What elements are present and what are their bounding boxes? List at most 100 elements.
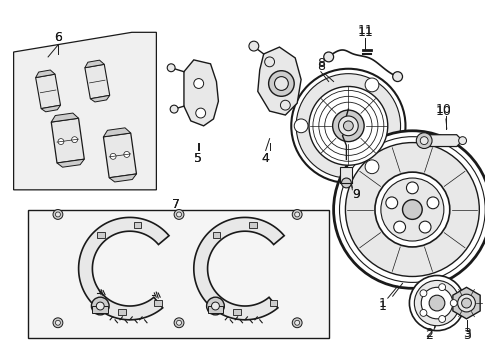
Circle shape [291, 69, 405, 183]
Circle shape [438, 316, 445, 323]
Polygon shape [14, 32, 156, 190]
Circle shape [385, 197, 397, 209]
Circle shape [167, 64, 175, 72]
Polygon shape [85, 60, 104, 68]
Circle shape [380, 178, 443, 241]
Circle shape [333, 131, 488, 288]
Circle shape [323, 52, 333, 62]
Polygon shape [51, 113, 79, 122]
Circle shape [294, 212, 299, 217]
Bar [233, 309, 241, 315]
Circle shape [53, 318, 63, 328]
Circle shape [176, 212, 181, 217]
Circle shape [402, 200, 421, 219]
Circle shape [392, 72, 402, 82]
Circle shape [428, 295, 444, 311]
Polygon shape [183, 60, 218, 126]
Text: 4: 4 [261, 152, 269, 165]
Text: 3: 3 [462, 329, 469, 342]
Circle shape [296, 74, 400, 178]
Circle shape [170, 105, 178, 113]
Circle shape [195, 108, 205, 118]
Circle shape [406, 182, 417, 194]
Circle shape [374, 172, 449, 247]
Polygon shape [103, 133, 136, 178]
Polygon shape [103, 128, 130, 137]
Circle shape [420, 287, 452, 319]
Circle shape [419, 137, 427, 145]
Circle shape [268, 71, 294, 96]
Circle shape [96, 302, 104, 310]
Text: 2: 2 [424, 327, 432, 340]
Polygon shape [51, 118, 84, 163]
Bar [97, 232, 105, 238]
Circle shape [292, 210, 302, 219]
Circle shape [58, 139, 64, 144]
Polygon shape [36, 70, 55, 78]
Text: 7: 7 [172, 198, 180, 211]
Circle shape [292, 318, 302, 328]
Circle shape [338, 116, 358, 136]
Bar [92, 306, 108, 313]
Polygon shape [257, 47, 301, 115]
Circle shape [193, 78, 203, 89]
Text: 11: 11 [357, 26, 372, 39]
Bar [118, 309, 126, 315]
Bar [28, 210, 328, 338]
Circle shape [174, 210, 183, 219]
Circle shape [294, 119, 307, 133]
Bar [133, 222, 141, 228]
Text: 5: 5 [193, 152, 202, 165]
Circle shape [91, 297, 109, 315]
Circle shape [458, 137, 466, 145]
Text: 5: 5 [193, 152, 202, 165]
Circle shape [332, 110, 364, 141]
Text: 10: 10 [435, 103, 451, 116]
Circle shape [174, 318, 183, 328]
Text: 10: 10 [435, 105, 451, 118]
Polygon shape [36, 74, 61, 109]
Text: 4: 4 [261, 152, 269, 165]
Circle shape [419, 310, 426, 316]
Circle shape [211, 302, 219, 310]
Circle shape [449, 300, 456, 306]
Circle shape [418, 221, 430, 233]
Polygon shape [85, 64, 109, 99]
Bar [340, 167, 351, 183]
Circle shape [294, 320, 299, 325]
Polygon shape [79, 217, 169, 320]
Polygon shape [57, 159, 84, 167]
Circle shape [274, 77, 288, 90]
Circle shape [365, 160, 378, 174]
Text: 9: 9 [351, 188, 360, 201]
Circle shape [264, 57, 274, 67]
Circle shape [461, 298, 470, 308]
Circle shape [341, 178, 350, 188]
Circle shape [343, 121, 352, 131]
Circle shape [413, 280, 459, 326]
Circle shape [393, 221, 405, 233]
Text: 1: 1 [378, 300, 386, 312]
Circle shape [55, 320, 60, 325]
Bar [154, 300, 162, 306]
Circle shape [415, 133, 431, 148]
Text: 6: 6 [54, 31, 62, 44]
Circle shape [308, 86, 387, 165]
Circle shape [248, 41, 258, 51]
Bar [212, 232, 220, 238]
Circle shape [345, 143, 478, 276]
Text: 3: 3 [462, 327, 469, 340]
Circle shape [408, 275, 464, 330]
Text: 2: 2 [424, 329, 432, 342]
Circle shape [280, 100, 290, 110]
Circle shape [123, 152, 129, 157]
Text: 11: 11 [357, 24, 372, 37]
Circle shape [55, 212, 60, 217]
Text: 6: 6 [54, 31, 62, 44]
Bar [248, 222, 256, 228]
Circle shape [110, 153, 116, 159]
Circle shape [206, 297, 224, 315]
Bar [269, 300, 277, 306]
Circle shape [176, 320, 181, 325]
Polygon shape [109, 174, 136, 182]
